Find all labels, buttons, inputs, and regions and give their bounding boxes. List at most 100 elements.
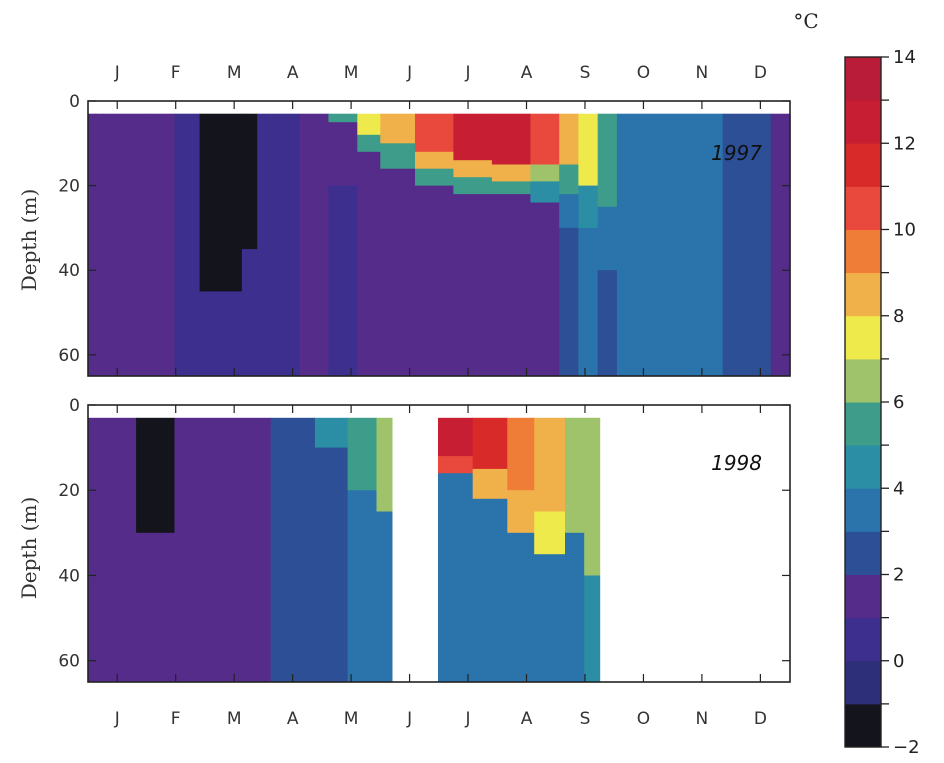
colorbar-tick-label: 10 (893, 220, 916, 241)
month-label-bottom: D (754, 709, 767, 729)
colorbar-swatch (845, 488, 881, 532)
month-label-bottom: M (227, 709, 242, 729)
heatmap-cell (565, 417, 585, 534)
heatmap-cell (314, 447, 349, 683)
month-label-top: A (521, 63, 533, 83)
heatmap-cell (264, 113, 301, 377)
colorbar-swatch (845, 531, 881, 575)
heatmap-cell (357, 113, 381, 136)
heatmap-cell (770, 113, 791, 377)
month-label-top: F (171, 63, 181, 83)
heatmap-cell (380, 143, 416, 170)
colorbar-swatch (845, 617, 881, 662)
colorbar-unit: °C (793, 9, 818, 33)
colorbar-swatch (845, 402, 881, 446)
colorbar-tick-label: 2 (893, 565, 904, 586)
colorbar-tick-label: 8 (893, 306, 904, 327)
heatmap-cell (534, 511, 566, 555)
heatmap-cell (270, 417, 316, 683)
heatmap-cell (203, 417, 272, 683)
month-label-bottom: F (171, 709, 181, 729)
panel-1998: J F M A M J J A S O N D 0 20 40 60 (58, 396, 791, 729)
heatmap-cell (136, 532, 176, 683)
colorbar-tick-label: 6 (893, 392, 904, 413)
colorbar-swatch (845, 703, 881, 748)
heatmap-cell (491, 194, 531, 377)
heatmap-cell (722, 113, 753, 377)
heatmap-cell (257, 113, 266, 377)
month-label-bottom: A (521, 709, 533, 729)
y-tick-label: 40 (58, 261, 80, 281)
month-label-bottom: S (580, 709, 591, 729)
colorbar-swatch (845, 574, 881, 619)
heatmap-cell (357, 202, 381, 377)
heatmap-cell (95, 113, 104, 377)
month-label-top: M (344, 63, 359, 83)
heatmap-cell (507, 417, 535, 491)
heatmap-cell (507, 490, 535, 534)
heatmap-cell (584, 417, 601, 576)
colorbar-swatch (845, 143, 881, 187)
heatmap-cell (530, 202, 560, 377)
heatmap-cell (357, 151, 381, 203)
y-tick-label: 40 (58, 566, 80, 586)
heatmap-cell (565, 532, 585, 683)
month-label-bottom: A (287, 709, 299, 729)
month-label-top: J (114, 63, 120, 83)
month-label-top: O (637, 63, 650, 83)
heatmap-cell (559, 164, 579, 195)
heatmap-cell (438, 473, 474, 683)
heatmap-cell (376, 511, 393, 683)
heatmap-cell (357, 134, 381, 153)
month-label-bottom: M (344, 709, 359, 729)
heatmap-cell (530, 113, 560, 165)
month-label-bottom: O (637, 709, 650, 729)
y-tick-label: 60 (58, 346, 80, 366)
heatmap-cell (472, 468, 508, 500)
heatmap-cell (597, 113, 618, 208)
y-axis-label-1998: Depth (m) (17, 497, 41, 600)
heatmap-cell (559, 227, 579, 377)
y-tick-label: 60 (58, 652, 80, 672)
heatmap-cell (415, 113, 455, 153)
heatmap-cell (578, 185, 599, 229)
heatmap-cell (328, 185, 358, 377)
heatmap-cell (380, 168, 416, 229)
colorbar-swatch (845, 315, 881, 360)
y-tick-label: 0 (69, 396, 80, 416)
heatmap-cell (559, 113, 579, 165)
heatmap-cell (616, 113, 666, 377)
colorbar-tick-label: 4 (893, 478, 904, 499)
colorbar-swatch (845, 272, 881, 317)
colorbar-tick-label: 14 (893, 47, 916, 68)
heatmap-cell (578, 113, 599, 186)
year-label-1997: 1997 (711, 141, 762, 165)
heatmap-cell (559, 194, 579, 229)
heatmap-cell (241, 249, 258, 377)
heatmap-cell (103, 113, 147, 377)
colorbar-tick-label: 0 (893, 651, 904, 672)
heatmap-cell (534, 554, 566, 683)
month-label-top: N (696, 63, 709, 83)
y-tick-label: 0 (69, 92, 80, 112)
heatmap-cell (328, 122, 358, 187)
heatmap-cell (751, 113, 772, 377)
month-label-bottom: J (465, 709, 471, 729)
month-label-bottom: J (406, 709, 412, 729)
heatmap-cell (453, 160, 493, 178)
heatmap-cell (597, 270, 618, 377)
colorbar-swatch (845, 358, 881, 403)
colorbar-swatch (845, 186, 881, 230)
heatmap-cell (584, 575, 601, 683)
heatmap-cell (415, 185, 455, 377)
month-label-top: J (465, 63, 471, 83)
y-tick-label: 20 (58, 481, 80, 501)
heatmap-cell (380, 113, 416, 144)
colorbar-swatch (845, 100, 881, 144)
heatmap-cell (347, 417, 377, 491)
heatmap-cell (472, 417, 508, 470)
heatmap-cell (380, 227, 416, 377)
heatmap-cell (491, 164, 531, 182)
heatmap-cell (415, 151, 455, 170)
plot-frame (87, 100, 791, 377)
